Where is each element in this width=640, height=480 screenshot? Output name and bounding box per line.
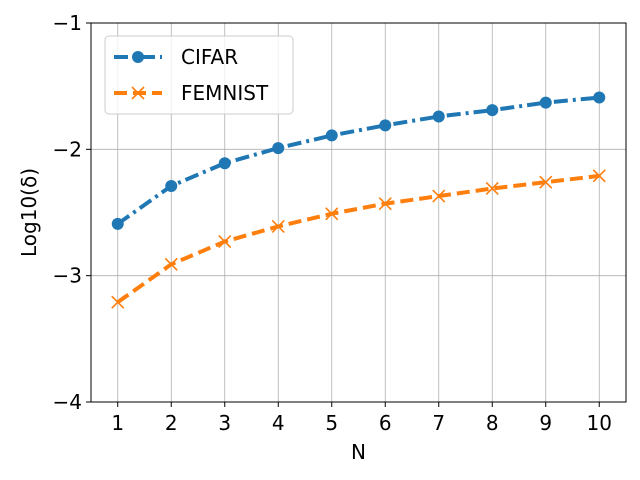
data-point	[592, 169, 606, 183]
x-tick-label: 2	[165, 411, 178, 435]
data-point	[432, 110, 445, 123]
data-point	[593, 91, 606, 104]
data-point	[218, 234, 232, 249]
data-point	[271, 219, 285, 233]
legend-marker	[132, 51, 144, 63]
data-point	[272, 142, 285, 155]
x-tick-label: 1	[111, 411, 124, 435]
y-tick-label: −1	[53, 11, 82, 35]
y-tick-label: −3	[53, 264, 82, 288]
data-point	[164, 257, 178, 271]
data-point	[218, 157, 231, 170]
data-point	[379, 119, 392, 132]
x-axis-ticks: 1 2 3 4 5 6 7 8 9 10	[111, 402, 612, 435]
data-point	[378, 197, 392, 211]
series-line-femnist	[116, 173, 600, 304]
x-tick-label: 4	[272, 411, 285, 435]
data-point	[485, 181, 499, 196]
x-tick-label: 10	[587, 411, 612, 435]
data-point	[325, 207, 339, 221]
x-tick-label: 3	[218, 411, 231, 435]
x-tick-label: 5	[325, 411, 338, 435]
y-tick-label: −4	[53, 390, 82, 414]
x-tick-label: 8	[486, 411, 499, 435]
data-point	[165, 179, 178, 192]
data-point	[111, 217, 124, 230]
legend-marker	[131, 86, 145, 100]
x-tick-label: 9	[539, 411, 552, 435]
legend-label: FEMNIST	[181, 81, 269, 105]
x-tick-label: 6	[379, 411, 392, 435]
legend-label: CIFAR	[181, 45, 238, 69]
y-tick-label: −2	[53, 137, 82, 161]
legend: CIFAR FEMNIST	[104, 35, 294, 115]
data-point	[111, 295, 125, 309]
series-line-cifar	[116, 95, 600, 226]
plot-area-frame	[90, 22, 627, 403]
y-axis-label: Log10(δ)	[17, 168, 41, 257]
data-point	[325, 129, 338, 142]
data-point	[432, 189, 446, 203]
data-point	[486, 104, 499, 117]
series-layer	[111, 91, 606, 309]
x-axis-label: N	[351, 440, 366, 464]
data-point	[539, 96, 552, 109]
data-point	[539, 175, 553, 189]
x-tick-label: 7	[432, 411, 445, 435]
y-axis-ticks: −4 −3 −2 −1	[53, 11, 91, 414]
